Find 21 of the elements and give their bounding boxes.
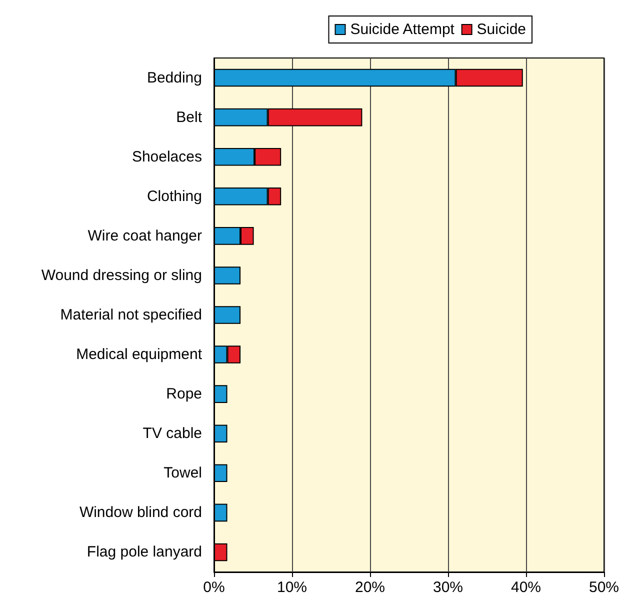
x-tick-label: 50% — [588, 579, 620, 596]
y-tick-label: Rope — [166, 386, 202, 403]
y-tick-label: TV cable — [142, 425, 202, 442]
legend-label: Suicide Attempt — [350, 21, 456, 38]
y-tick-label: Shoelaces — [132, 148, 202, 166]
x-tick-label: 40% — [510, 579, 542, 596]
y-tick-label: Towel — [164, 464, 202, 482]
x-tick-label: 10% — [276, 579, 308, 596]
y-tick-label: Flag pole lanyard — [86, 544, 202, 561]
y-tick-label: Belt — [176, 108, 203, 126]
y-tick-label: Medical equipment — [76, 346, 203, 364]
y-tick-label: Window blind cord — [79, 504, 202, 522]
y-tick-label: Wound dressing or sling — [41, 266, 202, 284]
x-tick-label: 30% — [432, 579, 464, 596]
x-tick-label: 0% — [203, 579, 225, 596]
y-tick-label: Wire coat hanger — [88, 227, 202, 244]
x-tick-label: 20% — [354, 579, 386, 596]
y-tick-label: Bedding — [146, 69, 202, 86]
legend-label: Suicide — [476, 21, 526, 38]
y-tick-label: Clothing — [146, 188, 202, 205]
y-tick-label: Material not specified — [60, 306, 202, 324]
